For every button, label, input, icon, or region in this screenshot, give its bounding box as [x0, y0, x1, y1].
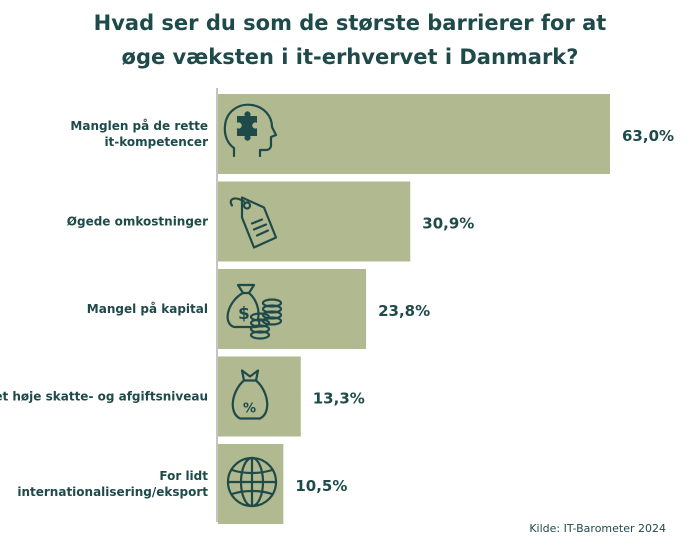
tax-bag-percent-icon: %: [231, 369, 269, 420]
money-bag-coins-icon: $: [226, 283, 283, 340]
svg-text:$: $: [238, 304, 250, 324]
chart-title-line-2: øge væksten i it-erhvervet i Danmark?: [121, 45, 579, 69]
category-label-4-1: internationalisering/eksport: [17, 485, 208, 499]
value-label-3: 13,3%: [313, 390, 365, 408]
value-label-0: 63,0%: [622, 127, 674, 145]
value-label-4: 10,5%: [295, 477, 347, 495]
globe-icon: [226, 456, 278, 508]
head-puzzle-icon: [223, 103, 278, 158]
category-label-3-0: Det høje skatte- og afgiftsniveau: [0, 390, 208, 404]
category-label-0-1: it-kompetencer: [104, 135, 208, 149]
chart-title-line-1: Hvad ser du som de største barrierer for…: [93, 11, 607, 35]
bar-3: [218, 356, 301, 437]
bar-0: [218, 94, 610, 174]
category-label-2-0: Mangel på kapital: [87, 302, 208, 316]
category-label-1-0: Øgede omkostninger: [67, 215, 208, 229]
bar-1: [218, 181, 411, 262]
value-label-2: 23,8%: [378, 302, 430, 320]
category-label-0-0: Manglen på de rette: [70, 119, 208, 133]
bar-2: [218, 269, 367, 349]
price-tag-icon: [229, 196, 278, 249]
source-note: Kilde: IT-Barometer 2024: [529, 522, 666, 535]
value-label-1: 30,9%: [422, 215, 474, 233]
svg-text:%: %: [243, 402, 256, 417]
category-label-4-0: For lidt: [159, 469, 208, 483]
chart-title: Hvad ser du som de største barrierer for…: [0, 6, 700, 74]
